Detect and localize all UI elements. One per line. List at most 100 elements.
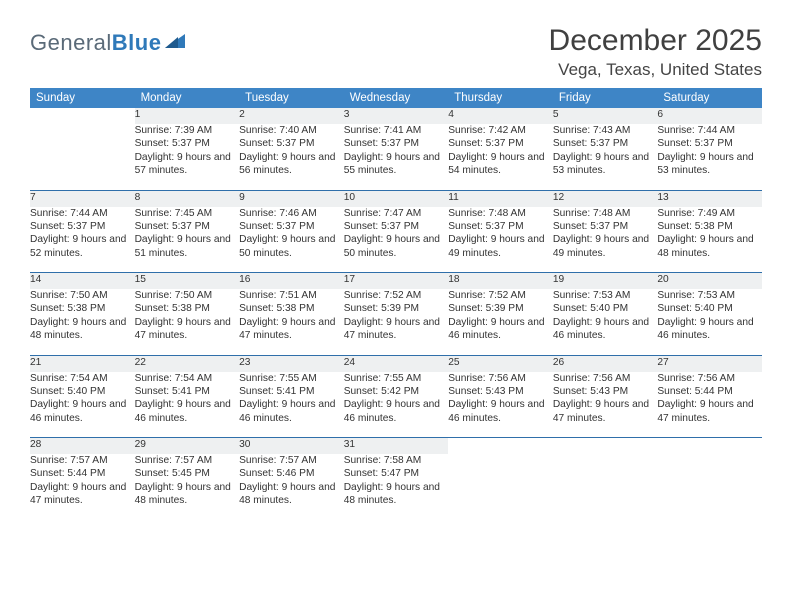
sunrise-text: Sunrise: 7:57 AM [239, 454, 344, 467]
sunrise-text: Sunrise: 7:39 AM [135, 124, 240, 137]
sunset-text: Sunset: 5:37 PM [344, 220, 449, 233]
daylight-text: Daylight: 9 hours and 51 minutes. [135, 233, 240, 260]
sunrise-text: Sunrise: 7:56 AM [553, 372, 658, 385]
daylight-text: Daylight: 9 hours and 55 minutes. [344, 151, 449, 178]
calendar-page: GeneralBlue December 2025 Vega, Texas, U… [0, 0, 792, 540]
daylight-text: Daylight: 9 hours and 46 minutes. [657, 316, 762, 343]
daylight-text: Daylight: 9 hours and 46 minutes. [448, 316, 553, 343]
daylight-text: Daylight: 9 hours and 46 minutes. [239, 398, 344, 425]
sunset-text: Sunset: 5:42 PM [344, 385, 449, 398]
day-cell: Sunrise: 7:45 AMSunset: 5:37 PMDaylight:… [135, 207, 240, 273]
daylight-text: Daylight: 9 hours and 53 minutes. [553, 151, 658, 178]
day-cell: Sunrise: 7:51 AMSunset: 5:38 PMDaylight:… [239, 289, 344, 355]
sunset-text: Sunset: 5:43 PM [553, 385, 658, 398]
calendar-body: 123456Sunrise: 7:39 AMSunset: 5:37 PMDay… [30, 108, 762, 520]
daylight-text: Daylight: 9 hours and 46 minutes. [553, 316, 658, 343]
day-cell: Sunrise: 7:52 AMSunset: 5:39 PMDaylight:… [344, 289, 449, 355]
day-header: Thursday [448, 88, 553, 108]
daylight-text: Daylight: 9 hours and 48 minutes. [344, 481, 449, 508]
sunset-text: Sunset: 5:45 PM [135, 467, 240, 480]
day-number-cell: 13 [657, 191, 762, 207]
sunset-text: Sunset: 5:40 PM [30, 385, 135, 398]
day-number-cell: 16 [239, 273, 344, 289]
sunset-text: Sunset: 5:37 PM [657, 137, 762, 150]
day-number-cell: 7 [30, 191, 135, 207]
day-cell: Sunrise: 7:57 AMSunset: 5:46 PMDaylight:… [239, 454, 344, 520]
day-body-row: Sunrise: 7:54 AMSunset: 5:40 PM Daylight:… [30, 372, 762, 438]
sunset-text: Sunset: 5:39 PM [448, 302, 553, 315]
sunrise-text: Sunrise: 7:55 AM [239, 372, 344, 385]
day-cell: Sunrise: 7:44 AMSunset: 5:37 PMDaylight:… [657, 124, 762, 190]
sunset-text: Sunset: 5:37 PM [448, 220, 553, 233]
sunset-text: Sunset: 5:41 PM [239, 385, 344, 398]
sunrise-text: Sunrise: 7:53 AM [553, 289, 658, 302]
daylight-text: Daylight: 9 hours and 46 minutes. [344, 398, 449, 425]
day-body-row: Sunrise: 7:39 AMSunset: 5:37 PMDaylight:… [30, 124, 762, 190]
day-cell [448, 454, 553, 520]
day-header: Sunday [30, 88, 135, 108]
day-cell: Sunrise: 7:50 AMSunset: 5:38 PMDaylight:… [135, 289, 240, 355]
sunrise-text: Sunrise: 7:50 AM [30, 289, 135, 302]
sunrise-text: Sunrise: 7:49 AM [657, 207, 762, 220]
day-cell: Sunrise: 7:53 AMSunset: 5:40 PMDaylight:… [553, 289, 658, 355]
sunrise-text: Sunrise: 7:47 AM [344, 207, 449, 220]
day-cell: Sunrise: 7:40 AMSunset: 5:37 PMDaylight:… [239, 124, 344, 190]
page-subtitle: Vega, Texas, United States [549, 60, 762, 80]
day-cell: Sunrise: 7:56 AMSunset: 5:44 PMDaylight:… [657, 372, 762, 438]
daylight-text: Daylight: 9 hours and 48 minutes. [135, 481, 240, 508]
day-cell: Sunrise: 7:52 AMSunset: 5:39 PMDaylight:… [448, 289, 553, 355]
sunset-text: Sunset: 5:38 PM [657, 220, 762, 233]
sunrise-text: Sunrise: 7:52 AM [344, 289, 449, 302]
day-number-cell: 6 [657, 108, 762, 124]
sunset-text: Sunset: 5:47 PM [344, 467, 449, 480]
daylight-text: Daylight: 9 hours and 48 minutes. [657, 233, 762, 260]
day-number-cell: 20 [657, 273, 762, 289]
sunrise-text: Sunrise: 7:54 AM [30, 372, 135, 385]
day-number-cell: 9 [239, 191, 344, 207]
daylight-text: Daylight: 9 hours and 50 minutes. [344, 233, 449, 260]
daylight-text: Daylight: 9 hours and 47 minutes. [239, 316, 344, 343]
sunset-text: Sunset: 5:37 PM [553, 220, 658, 233]
sunrise-text: Sunrise: 7:51 AM [239, 289, 344, 302]
calendar-head: SundayMondayTuesdayWednesdayThursdayFrid… [30, 88, 762, 108]
day-cell: Sunrise: 7:54 AMSunset: 5:41 PMDaylight:… [135, 372, 240, 438]
sunset-text: Sunset: 5:39 PM [344, 302, 449, 315]
sunset-text: Sunset: 5:37 PM [239, 137, 344, 150]
day-cell: Sunrise: 7:56 AMSunset: 5:43 PMDaylight:… [553, 372, 658, 438]
day-header: Wednesday [344, 88, 449, 108]
sunrise-text: Sunrise: 7:48 AM [553, 207, 658, 220]
day-number-cell: 18 [448, 273, 553, 289]
sunset-text: Sunset: 5:37 PM [30, 220, 135, 233]
sunset-text: Sunset: 5:44 PM [657, 385, 762, 398]
sunrise-text: Sunrise: 7:41 AM [344, 124, 449, 137]
day-cell: Sunrise: 7:55 AMSunset: 5:42 PMDaylight:… [344, 372, 449, 438]
calendar-table: SundayMondayTuesdayWednesdayThursdayFrid… [30, 88, 762, 520]
day-cell [553, 454, 658, 520]
sunset-text: Sunset: 5:37 PM [448, 137, 553, 150]
day-cell: Sunrise: 7:41 AMSunset: 5:37 PMDaylight:… [344, 124, 449, 190]
sunset-text: Sunset: 5:38 PM [239, 302, 344, 315]
day-number-cell: 1 [135, 108, 240, 124]
day-number-cell [657, 438, 762, 454]
daylight-text: Daylight: 9 hours and 52 minutes. [30, 233, 135, 260]
sunset-text: Sunset: 5:37 PM [239, 220, 344, 233]
day-body-row: Sunrise: 7:44 AMSunset: 5:37 PMDaylight:… [30, 207, 762, 273]
sunrise-text: Sunrise: 7:52 AM [448, 289, 553, 302]
daylight-text: Daylight: 9 hours and 49 minutes. [448, 233, 553, 260]
brand-sail-icon [165, 32, 185, 48]
daylight-text: Daylight: 9 hours and 50 minutes. [239, 233, 344, 260]
day-number-cell [553, 438, 658, 454]
sunrise-text: Sunrise: 7:44 AM [657, 124, 762, 137]
daylight-text: Daylight: 9 hours and 57 minutes. [135, 151, 240, 178]
sunrise-text: Sunrise: 7:58 AM [344, 454, 449, 467]
sunrise-text: Sunrise: 7:48 AM [448, 207, 553, 220]
day-cell: Sunrise: 7:57 AMSunset: 5:44 PMDaylight:… [30, 454, 135, 520]
sunrise-text: Sunrise: 7:45 AM [135, 207, 240, 220]
sunrise-text: Sunrise: 7:40 AM [239, 124, 344, 137]
brand-name: GeneralBlue [30, 30, 161, 56]
daylight-text: Daylight: 9 hours and 54 minutes. [448, 151, 553, 178]
day-cell: Sunrise: 7:58 AMSunset: 5:47 PMDaylight:… [344, 454, 449, 520]
day-number-cell: 19 [553, 273, 658, 289]
sunrise-text: Sunrise: 7:42 AM [448, 124, 553, 137]
day-number-cell: 17 [344, 273, 449, 289]
